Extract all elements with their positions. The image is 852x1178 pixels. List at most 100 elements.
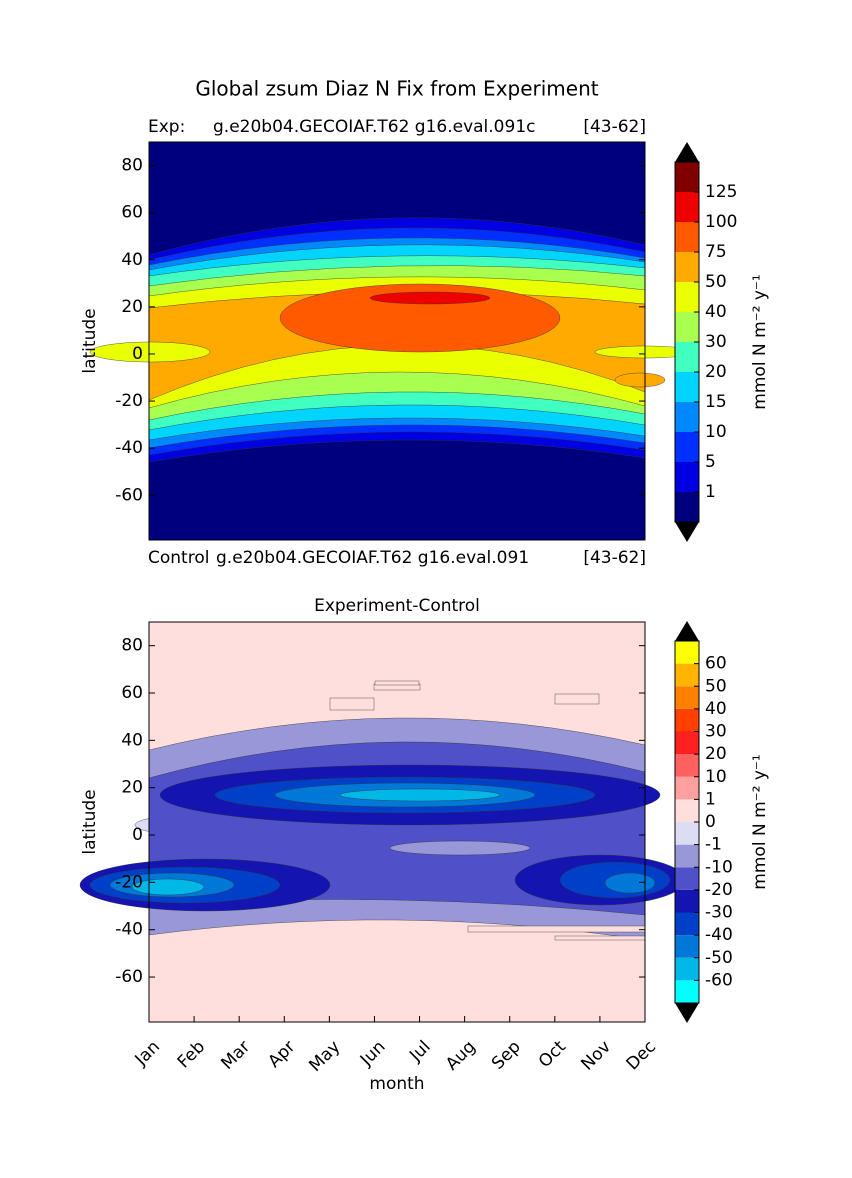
colorbar-segment — [675, 912, 699, 936]
colorbar-segment — [675, 402, 699, 432]
y-tick-label: 80 — [121, 636, 143, 656]
colorbar-tick-label: 10 — [705, 767, 727, 787]
colorbar-segment — [675, 776, 699, 800]
colorbar-tick-label: 100 — [705, 212, 737, 232]
colorbar-tick-label: -20 — [705, 880, 733, 900]
colorbar-tick-label: -50 — [705, 948, 733, 968]
colorbar-tick-label: -30 — [705, 903, 733, 923]
colorbar-tick-label: 50 — [705, 676, 727, 696]
y-tick-label: -20 — [115, 872, 143, 892]
chart-title: Global zsum Diaz N Fix from Experiment — [195, 77, 598, 101]
colorbar-segment — [675, 686, 699, 709]
contour-fill — [131, 878, 205, 896]
colorbar-tick-label: -10 — [705, 857, 733, 877]
colorbar-tick-label: 10 — [705, 422, 727, 442]
y-tick-label: 0 — [132, 825, 143, 845]
colorbar-segment — [675, 957, 699, 981]
colorbar-extend — [675, 1003, 699, 1023]
x-axis-label: month — [369, 1074, 424, 1094]
y-tick-label: 80 — [121, 156, 143, 176]
contour-fill — [279, 283, 561, 353]
ctrl-years: [43-62] — [583, 548, 646, 568]
colorbar-label: mmol N m⁻² y⁻¹ — [750, 274, 770, 409]
colorbar-tick-label: -1 — [705, 835, 722, 855]
colorbar-tick-label: 30 — [705, 332, 727, 352]
colorbar-segment — [675, 462, 699, 492]
chart-title: Experiment-Control — [314, 596, 480, 616]
colorbar-segment — [675, 432, 699, 462]
y-tick-label: 40 — [121, 730, 143, 750]
y-tick-label: 20 — [121, 297, 143, 317]
colorbar-tick-label: 40 — [705, 699, 727, 719]
colorbar-segment — [675, 822, 699, 845]
colorbar-segment — [675, 282, 699, 312]
contour-fill — [604, 872, 656, 894]
y-tick-label: -60 — [115, 485, 143, 505]
colorbar-tick-label: 60 — [705, 654, 727, 674]
colorbar-segment — [675, 799, 699, 822]
colorbar-tick-label: 5 — [705, 452, 716, 472]
contour-fill — [329, 697, 375, 711]
colorbar-segment — [675, 889, 699, 913]
exp-case: g.e20b04.GECOIAF.T62 g16.eval.091c — [213, 117, 535, 137]
colorbar-segment — [675, 342, 699, 372]
y-tick-label: 40 — [121, 250, 143, 270]
colorbar-segment — [675, 312, 699, 342]
contour-fill — [554, 693, 600, 705]
colorbar-segment — [675, 731, 699, 755]
colorbar-segment — [675, 708, 699, 732]
contour-fill — [369, 291, 491, 305]
y-tick-label: -20 — [115, 391, 143, 411]
colorbar-segment — [675, 980, 699, 1003]
y-tick-label: 0 — [132, 344, 143, 364]
y-tick-label: 20 — [121, 778, 143, 798]
y-tick-label: -60 — [115, 967, 143, 987]
contour-fill — [467, 925, 646, 933]
ctrl-case: g.e20b04.GECOIAF.T62 g16.eval.091 — [216, 548, 529, 568]
colorbar-segment — [675, 867, 699, 890]
contour-fill — [374, 680, 420, 686]
ctrl-label: Control — [148, 548, 209, 568]
colorbar-extend — [675, 142, 699, 162]
contour-fill — [554, 935, 646, 941]
colorbar-tick-label: 15 — [705, 392, 727, 412]
contour-fill — [614, 372, 666, 388]
y-axis-label: latitude — [80, 789, 100, 854]
exp-label: Exp: — [148, 117, 185, 137]
colorbar-segment — [675, 754, 699, 777]
colorbar-tick-label: 75 — [705, 242, 727, 262]
colorbar-tick-label: 125 — [705, 182, 737, 202]
colorbar-segment — [675, 641, 699, 664]
colorbar-segment — [675, 935, 699, 958]
colorbar-segment — [675, 492, 699, 522]
colorbar-segment — [675, 372, 699, 402]
colorbar-tick-label: 1 — [705, 789, 716, 809]
colorbar-tick-label: 0 — [705, 812, 716, 832]
colorbar-extend — [675, 522, 699, 542]
contour-fill — [389, 840, 531, 856]
colorbar-tick-label: -60 — [705, 970, 733, 990]
colorbar-tick-label: -40 — [705, 925, 733, 945]
colorbar-tick-label: 20 — [705, 362, 727, 382]
colorbar-segment — [675, 192, 699, 222]
colorbar-label: mmol N m⁻² y⁻¹ — [750, 754, 770, 889]
colorbar-tick-label: 40 — [705, 302, 727, 322]
colorbar-segment — [675, 844, 699, 868]
plot-frame — [148, 141, 646, 541]
colorbar-extend — [675, 621, 699, 641]
colorbar-tick-label: 30 — [705, 722, 727, 742]
plot-frame — [148, 621, 646, 1023]
colorbar-segment — [675, 663, 699, 687]
colorbar-segment — [675, 162, 699, 192]
y-tick-label: 60 — [121, 203, 143, 223]
exp-years: [43-62] — [583, 117, 646, 137]
y-axis-label: latitude — [80, 308, 100, 373]
colorbar-tick-label: 50 — [705, 272, 727, 292]
colorbar-segment — [675, 252, 699, 282]
contour-fill — [339, 788, 501, 802]
colorbar-tick-label: 20 — [705, 744, 727, 764]
contour-fill — [89, 341, 211, 363]
y-tick-label: 60 — [121, 683, 143, 703]
colorbar-segment — [675, 222, 699, 252]
